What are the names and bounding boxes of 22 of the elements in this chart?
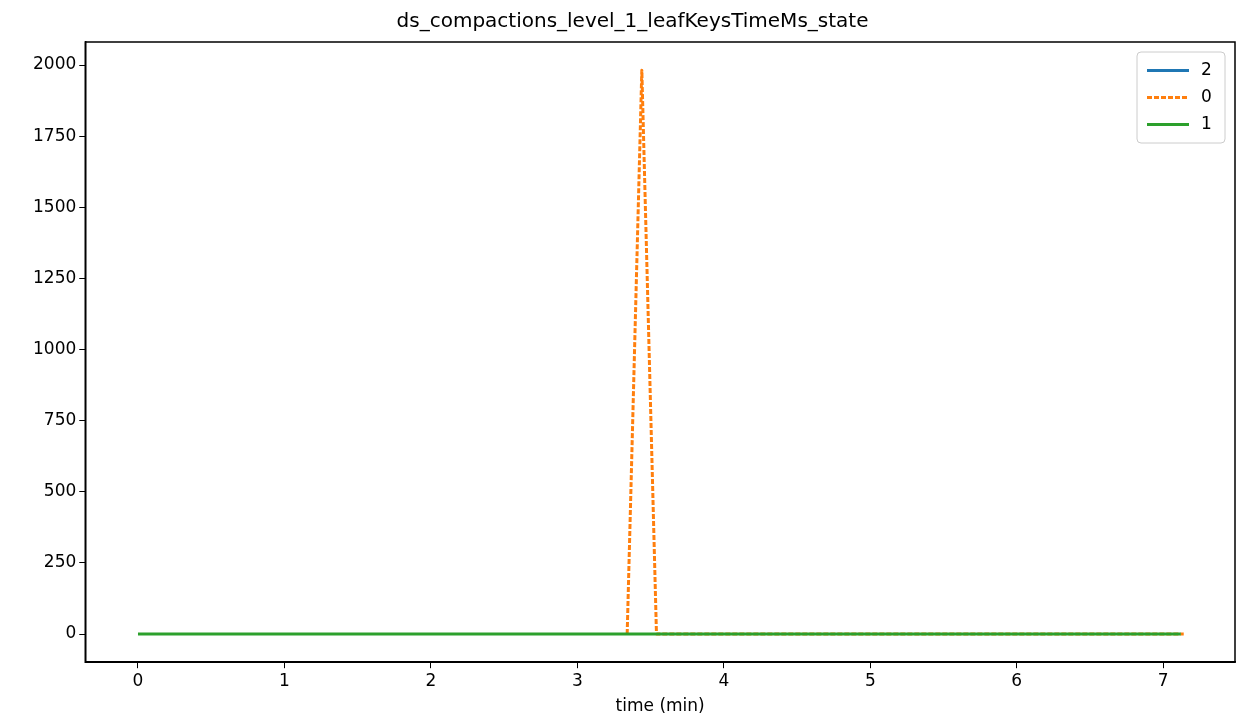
x-tick-label: 6 (1011, 669, 1023, 690)
x-tick-label: 5 (864, 669, 876, 690)
x-tick-label: 7 (1157, 669, 1169, 690)
x-tick-label: 3 (571, 669, 583, 690)
x-axis-title: time (min) (615, 695, 705, 716)
y-tick-label: 1000 (33, 337, 77, 358)
y-tick-label: 1250 (33, 266, 77, 287)
y-tick-label: 500 (43, 480, 77, 501)
x-tick-label: 4 (718, 669, 730, 690)
chart-title: ds_compactions_level_1_leafKeysTimeMs_state (396, 8, 869, 33)
y-tick-label: 0 (65, 622, 77, 643)
x-tick-label: 2 (425, 669, 437, 690)
legend-label: 0 (1201, 85, 1212, 106)
legend-label: 1 (1201, 112, 1212, 133)
x-tick-label: 1 (279, 669, 290, 690)
legend-label: 2 (1201, 58, 1212, 79)
y-tick-label: 1750 (33, 124, 77, 145)
y-tick-label: 250 (43, 551, 77, 572)
y-tick-label: 2000 (33, 53, 77, 74)
y-tick-label: 1500 (33, 195, 77, 216)
y-tick-label: 750 (43, 409, 77, 430)
x-tick-label: 0 (132, 669, 144, 690)
